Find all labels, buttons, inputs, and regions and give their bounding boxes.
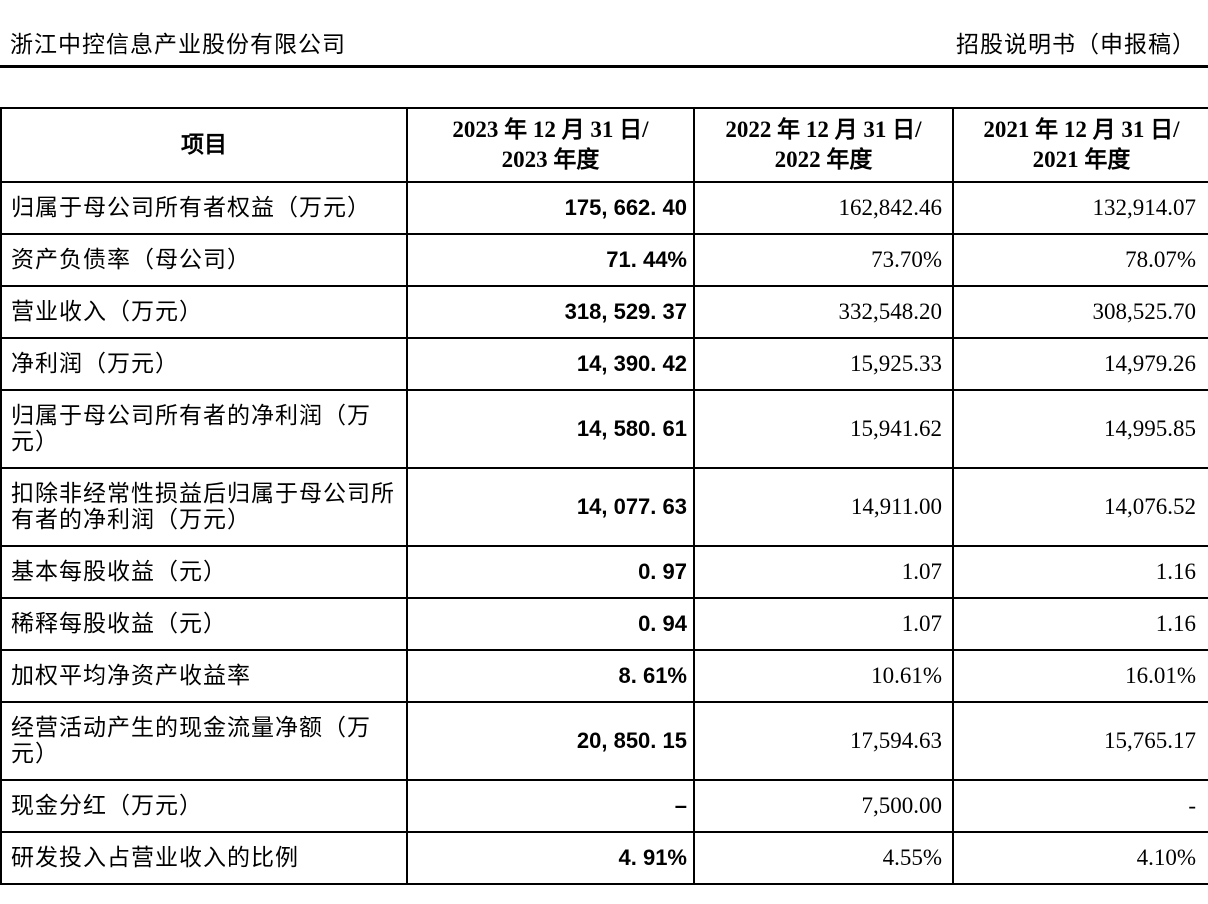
cell-value-2022: 1.07 bbox=[693, 545, 954, 599]
cell-value-2023: 71. 44% bbox=[406, 233, 695, 287]
cell-value-2022: 73.70% bbox=[693, 233, 954, 287]
cell-item-label: 稀释每股收益（元） bbox=[0, 597, 408, 651]
cell-value-2023: 8. 61% bbox=[406, 649, 695, 703]
cell-item-label: 资产负债率（母公司） bbox=[0, 233, 408, 287]
cell-value-2021: 14,076.52 bbox=[952, 467, 1208, 547]
cell-value-2022: 1.07 bbox=[693, 597, 954, 651]
table-row: 归属于母公司所有者权益（万元） 175, 662. 40 162,842.46 132… bbox=[0, 181, 1208, 235]
table-row: 资产负债率（母公司） 71. 44% 73.70% 78.07% bbox=[0, 233, 1208, 287]
cell-value-2021: 1.16 bbox=[952, 597, 1208, 651]
cell-item-label: 归属于母公司所有者的净利润（万元） bbox=[0, 389, 408, 469]
table-row: 现金分红（万元） –7,500.00- bbox=[0, 779, 1208, 833]
column-header-2023-line1: 2023 年 12 月 31 日/ bbox=[452, 117, 649, 142]
column-header-2021-line2: 2021 年度 bbox=[1032, 147, 1131, 172]
cell-item-label: 现金分红（万元） bbox=[0, 779, 408, 833]
column-header-2023-line2: 2023 年度 bbox=[501, 147, 600, 172]
cell-value-2022: 162,842.46 bbox=[693, 181, 954, 235]
cell-value-2021: 78.07% bbox=[952, 233, 1208, 287]
cell-item-label: 营业收入（万元） bbox=[0, 285, 408, 339]
cell-item-label: 扣除非经常性损益后归属于母公司所有者的净利润（万元） bbox=[0, 467, 408, 547]
cell-value-2023: 14, 077. 63 bbox=[406, 467, 695, 547]
cell-value-2021: 16.01% bbox=[952, 649, 1208, 703]
column-header-2022: 2022 年 12 月 31 日/ 2022 年度 bbox=[693, 107, 954, 183]
table-row: 稀释每股收益（元） 0. 94 1.07 1.16 bbox=[0, 597, 1208, 651]
cell-value-2021: 4.10% bbox=[952, 831, 1208, 885]
cell-value-2021: 1.16 bbox=[952, 545, 1208, 599]
cell-value-2022: 15,941.62 bbox=[693, 389, 954, 469]
cell-value-2023: – bbox=[406, 779, 695, 833]
table-row: 营业收入（万元） 318, 529. 37 332,548.20 308,525.70 bbox=[0, 285, 1208, 339]
cell-item-label: 净利润（万元） bbox=[0, 337, 408, 391]
column-header-2022-line2: 2022 年度 bbox=[774, 147, 873, 172]
cell-value-2022: 17,594.63 bbox=[693, 701, 954, 781]
cell-value-2023: 175, 662. 40 bbox=[406, 181, 695, 235]
column-header-2022-line1: 2022 年 12 月 31 日/ bbox=[725, 117, 922, 142]
column-header-item-label: 项目 bbox=[181, 132, 227, 157]
cell-value-2022: 7,500.00 bbox=[693, 779, 954, 833]
cell-value-2022: 15,925.33 bbox=[693, 337, 954, 391]
column-header-item: 项目 bbox=[0, 107, 408, 183]
column-header-2023: 2023 年 12 月 31 日/ 2023 年度 bbox=[406, 107, 695, 183]
cell-value-2023: 318, 529. 37 bbox=[406, 285, 695, 339]
cell-value-2021: - bbox=[952, 779, 1208, 833]
table-row: 加权平均净资产收益率 8. 61% 10.61% 16.01% bbox=[0, 649, 1208, 703]
cell-item-label: 研发投入占营业收入的比例 bbox=[0, 831, 408, 885]
page-header: 浙江中控信息产业股份有限公司 招股说明书（申报稿） bbox=[0, 0, 1208, 68]
table-row: 扣除非经常性损益后归属于母公司所有者的净利润（万元） 14, 077. 63 14,… bbox=[0, 467, 1208, 547]
table-row: 净利润（万元） 14, 390. 42 15,925.33 14,979.26 bbox=[0, 337, 1208, 391]
table-header-row: 项目 2023 年 12 月 31 日/ 2023 年度 2022 年 12 月… bbox=[0, 107, 1208, 183]
column-header-2021: 2021 年 12 月 31 日/ 2021 年度 bbox=[952, 107, 1208, 183]
cell-value-2021: 14,995.85 bbox=[952, 389, 1208, 469]
cell-item-label: 归属于母公司所有者权益（万元） bbox=[0, 181, 408, 235]
cell-value-2023: 14, 580. 61 bbox=[406, 389, 695, 469]
cell-item-label: 经营活动产生的现金流量净额（万元） bbox=[0, 701, 408, 781]
cell-value-2023: 20, 850. 15 bbox=[406, 701, 695, 781]
cell-value-2023: 4. 91% bbox=[406, 831, 695, 885]
cell-value-2022: 10.61% bbox=[693, 649, 954, 703]
table-row: 归属于母公司所有者的净利润（万元） 14, 580. 61 15,941.62 14,… bbox=[0, 389, 1208, 469]
table-row: 基本每股收益（元） 0. 97 1.07 1.16 bbox=[0, 545, 1208, 599]
cell-value-2021: 308,525.70 bbox=[952, 285, 1208, 339]
table-row: 研发投入占营业收入的比例 4. 91% 4.55% 4.10% bbox=[0, 831, 1208, 885]
table-row: 经营活动产生的现金流量净额（万元） 20, 850. 15 17,594.63 15,… bbox=[0, 701, 1208, 781]
cell-value-2022: 332,548.20 bbox=[693, 285, 954, 339]
financial-summary-table-wrapper: 项目 2023 年 12 月 31 日/ 2023 年度 2022 年 12 月… bbox=[0, 107, 1208, 885]
column-header-2021-line1: 2021 年 12 月 31 日/ bbox=[983, 117, 1180, 142]
cell-value-2021: 132,914.07 bbox=[952, 181, 1208, 235]
cell-value-2022: 4.55% bbox=[693, 831, 954, 885]
cell-value-2023: 0. 94 bbox=[406, 597, 695, 651]
document-title: 招股说明书（申报稿） bbox=[956, 32, 1196, 57]
cell-value-2021: 15,765.17 bbox=[952, 701, 1208, 781]
cell-value-2021: 14,979.26 bbox=[952, 337, 1208, 391]
cell-value-2023: 0. 97 bbox=[406, 545, 695, 599]
company-name: 浙江中控信息产业股份有限公司 bbox=[10, 32, 346, 57]
cell-item-label: 加权平均净资产收益率 bbox=[0, 649, 408, 703]
cell-item-label: 基本每股收益（元） bbox=[0, 545, 408, 599]
cell-value-2023: 14, 390. 42 bbox=[406, 337, 695, 391]
financial-summary-table: 项目 2023 年 12 月 31 日/ 2023 年度 2022 年 12 月… bbox=[0, 107, 1208, 885]
cell-value-2022: 14,911.00 bbox=[693, 467, 954, 547]
table-body: 归属于母公司所有者权益（万元） 175, 662. 40 162,842.46 132… bbox=[0, 181, 1208, 885]
